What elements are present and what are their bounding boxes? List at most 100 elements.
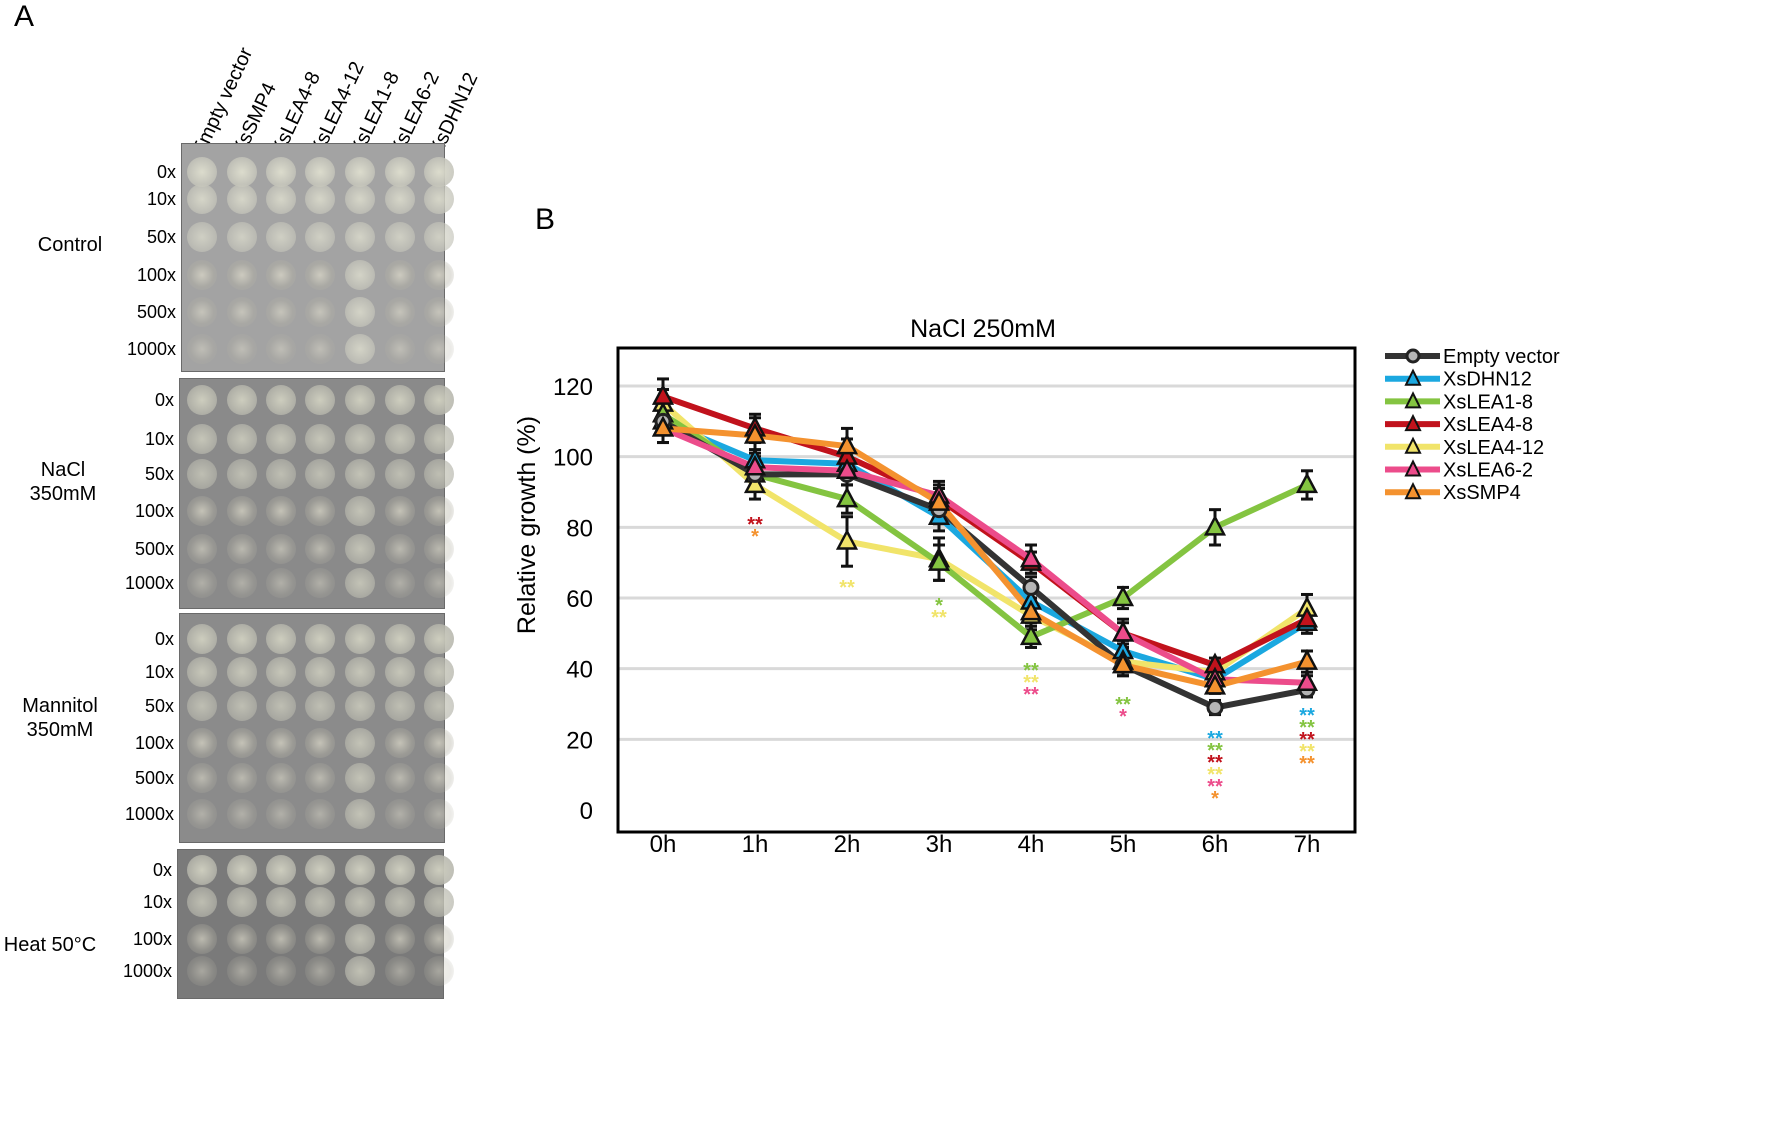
- yeast-spot: [266, 459, 296, 489]
- y-tick-label: 0: [580, 798, 593, 825]
- yeast-spot: [187, 459, 217, 489]
- legend-marker: [1405, 348, 1421, 364]
- dilution-label: 100x: [136, 265, 176, 285]
- dilution-label: 0x: [152, 860, 172, 880]
- yeast-spot: [345, 924, 375, 954]
- y-axis-label: Relative growth (%): [513, 416, 541, 634]
- yeast-spot: [385, 691, 415, 721]
- yeast-spot: [266, 624, 296, 654]
- yeast-spot: [187, 260, 217, 290]
- yeast-spot: [385, 763, 415, 793]
- legend-label: XsDHN12: [1443, 369, 1532, 391]
- yeast-spot: [266, 184, 296, 214]
- yeast-spot: [385, 568, 415, 598]
- significance-mark: **: [1299, 705, 1315, 727]
- data-point: [1111, 585, 1135, 607]
- yeast-spot: [424, 657, 454, 687]
- agar-plate: [179, 378, 445, 609]
- yeast-spot: [385, 887, 415, 917]
- yeast-spot: [424, 728, 454, 758]
- yeast-spot: [187, 297, 217, 327]
- x-tick-label: 2h: [834, 831, 861, 858]
- significance-mark: **: [931, 607, 947, 629]
- legend-marker: [1404, 481, 1422, 500]
- data-point: [1019, 546, 1043, 568]
- yeast-spot: [345, 184, 375, 214]
- yeast-spot: [187, 924, 217, 954]
- yeast-spot: [424, 334, 454, 364]
- data-point: [1019, 599, 1043, 621]
- significance-mark: *: [935, 595, 943, 617]
- yeast-spot: [345, 260, 375, 290]
- yeast-spot: [227, 222, 257, 252]
- condition-label: Control: [37, 234, 103, 256]
- yeast-spot: [424, 924, 454, 954]
- yeast-spot: [305, 385, 335, 415]
- yeast-spot: [305, 887, 335, 917]
- yeast-spot: [227, 157, 257, 187]
- yeast-spot: [187, 222, 217, 252]
- legend-marker: [1404, 459, 1422, 477]
- yeast-spot: [345, 887, 375, 917]
- y-tick-label: 20: [566, 727, 593, 754]
- yeast-spot: [385, 657, 415, 687]
- yeast-spot: [385, 624, 415, 654]
- significance-mark: **: [1115, 694, 1131, 716]
- yeast-spot: [424, 297, 454, 327]
- legend-marker: [1404, 391, 1422, 409]
- y-tick-label: 100: [553, 445, 593, 472]
- significance-mark: **: [747, 514, 763, 536]
- legend-label: XsSMP4: [1443, 482, 1521, 504]
- yeast-spot: [385, 496, 415, 526]
- yeast-spot: [345, 424, 375, 454]
- yeast-spot: [345, 568, 375, 598]
- dilution-label: 10x: [146, 189, 176, 209]
- dilution-label: 100x: [134, 501, 174, 521]
- x-tick-label: 6h: [1202, 831, 1229, 858]
- yeast-spot: [266, 568, 296, 598]
- data-point: [835, 528, 859, 550]
- yeast-spot: [266, 855, 296, 885]
- yeast-spot: [345, 624, 375, 654]
- yeast-spot: [187, 424, 217, 454]
- yeast-spot: [345, 297, 375, 327]
- dilution-label: 1000x: [122, 961, 172, 981]
- dilution-label: 500x: [134, 539, 174, 559]
- data-point: [1111, 652, 1135, 674]
- y-tick-label: 60: [566, 586, 593, 613]
- yeast-spot: [266, 924, 296, 954]
- yeast-spot: [187, 568, 217, 598]
- yeast-spot: [424, 385, 454, 415]
- yeast-spot: [227, 496, 257, 526]
- yeast-spot: [266, 657, 296, 687]
- yeast-spot: [227, 691, 257, 721]
- legend-label: XsLEA4-12: [1443, 437, 1544, 459]
- yeast-spot: [305, 424, 335, 454]
- dilution-label: 100x: [132, 929, 172, 949]
- yeast-spot: [187, 855, 217, 885]
- data-point: [927, 549, 951, 571]
- yeast-spot: [305, 855, 335, 885]
- yeast-spot: [424, 157, 454, 187]
- data-point: [835, 486, 859, 508]
- yeast-spot: [187, 184, 217, 214]
- legend-marker: [1404, 436, 1422, 454]
- yeast-spot: [227, 887, 257, 917]
- yeast-spot: [385, 956, 415, 986]
- yeast-spot: [187, 157, 217, 187]
- data-point: [651, 383, 675, 405]
- yeast-spot: [227, 728, 257, 758]
- yeast-spot: [305, 184, 335, 214]
- yeast-spot: [227, 260, 257, 290]
- yeast-spot: [266, 728, 296, 758]
- yeast-spot: [187, 496, 217, 526]
- significance-mark: **: [1299, 717, 1315, 739]
- yeast-spot: [266, 691, 296, 721]
- yeast-spot: [345, 157, 375, 187]
- yeast-spot: [385, 385, 415, 415]
- yeast-spot: [345, 691, 375, 721]
- yeast-spot: [305, 459, 335, 489]
- yeast-spot: [345, 956, 375, 986]
- yeast-spot: [187, 956, 217, 986]
- panel-a-letter: A: [14, 0, 35, 33]
